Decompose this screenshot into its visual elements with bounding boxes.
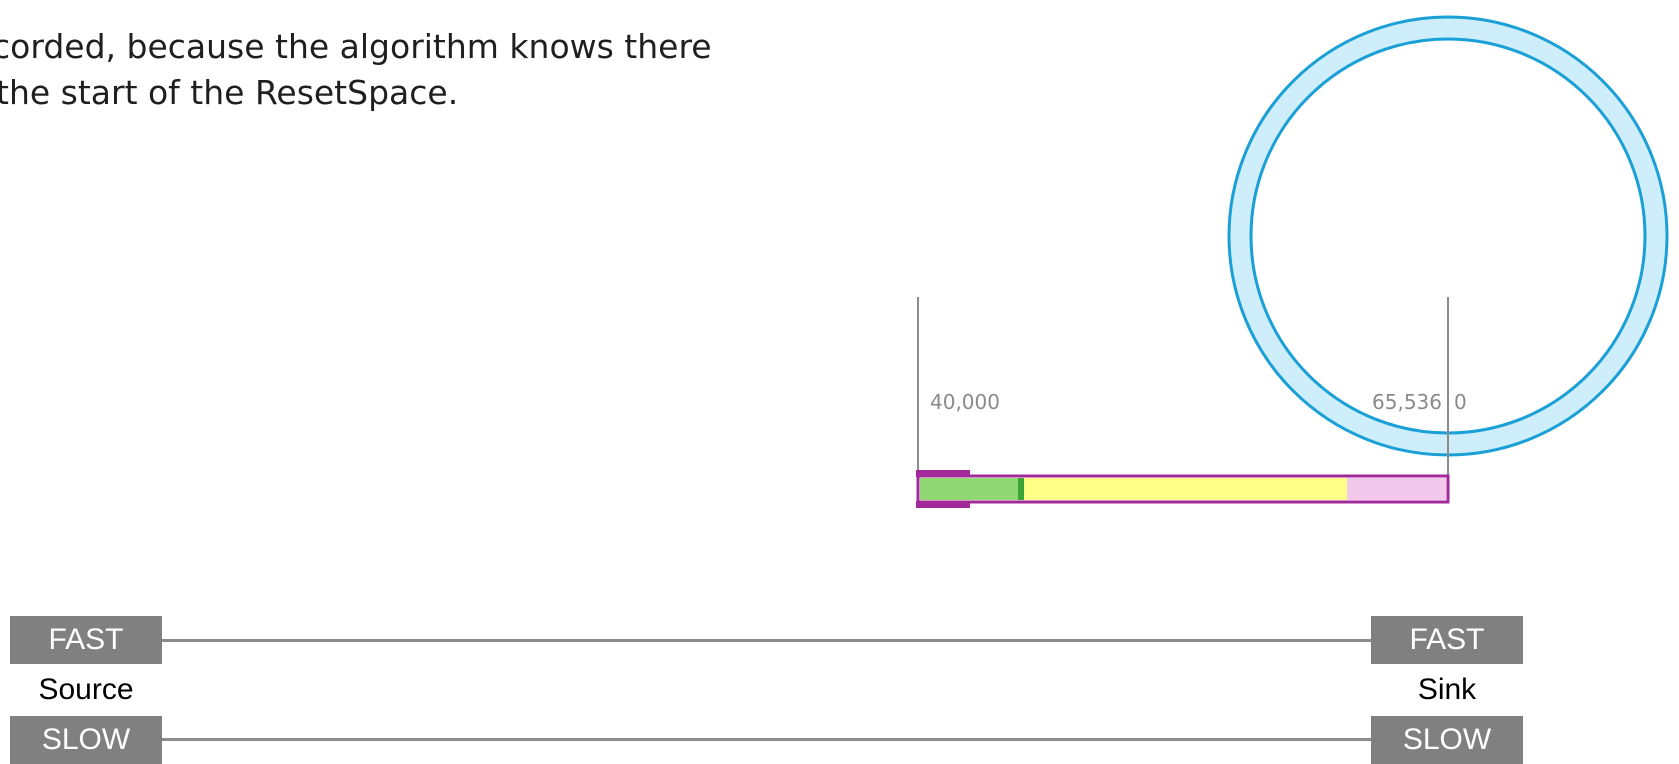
buffer-bar (916, 470, 1450, 508)
sink-slow-box[interactable]: SLOW (1371, 716, 1523, 764)
bar-green-marker (1018, 478, 1024, 500)
source-slow-box[interactable]: SLOW (10, 716, 162, 764)
bar-pink-segment (1347, 478, 1446, 500)
sink-label: Sink (1417, 673, 1477, 706)
source-fast-box[interactable]: FAST (10, 616, 162, 664)
tick-label-65536: 65,536 (1372, 390, 1442, 414)
intro-line-2: the start of the ResetSpace. (0, 73, 459, 112)
bar-cap-top (916, 470, 970, 477)
intro-line-1: corded, because the algorithm knows ther… (0, 27, 712, 66)
source-label: Source (38, 673, 134, 706)
intro-text: corded, because the algorithm knows ther… (0, 24, 900, 116)
tick-label-40000: 40,000 (930, 390, 1000, 414)
fast-channel-line (162, 639, 1371, 642)
sink-fast-box[interactable]: FAST (1371, 616, 1523, 664)
bar-yellow-segment (1024, 478, 1347, 500)
slow-channel-line (162, 738, 1371, 741)
bar-cap-bottom (916, 501, 970, 508)
bar-green-segment (920, 478, 1018, 500)
ring-buffer (1227, 15, 1669, 457)
tick-label-0: 0 (1454, 390, 1467, 414)
